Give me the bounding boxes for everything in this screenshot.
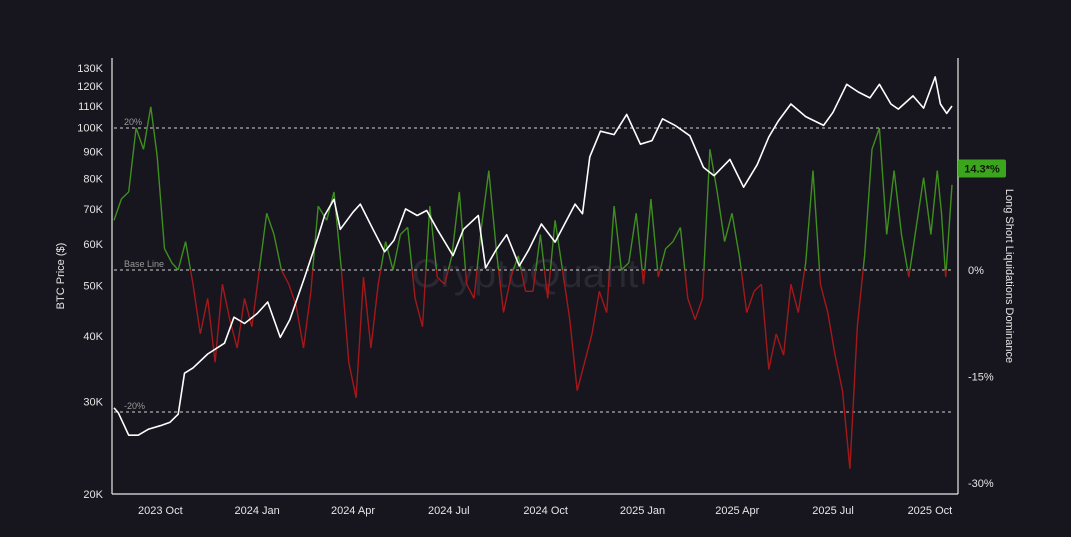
y-tick-label: 110K (78, 101, 104, 113)
x-tick-label: 2024 Apr (331, 505, 375, 517)
x-tick-label: 2025 Jul (812, 505, 854, 517)
reference-line-label: Base Line (124, 259, 164, 269)
y-tick-label: 70K (83, 204, 103, 216)
dominance-positive-line (113, 106, 953, 271)
reference-lines: 20% Base Line -20% (114, 117, 952, 413)
reference-line-label: -20% (124, 401, 145, 411)
btc-price-line (113, 76, 953, 436)
x-tick-label: 2025 Apr (715, 505, 759, 517)
y-tick-label: 40K (83, 331, 103, 343)
x-tick-label: 2023 Oct (138, 505, 183, 517)
x-tick-label: 2025 Oct (908, 505, 953, 517)
current-value-label: 14.3*% (964, 164, 1000, 176)
y-tick-label: 90K (83, 147, 103, 159)
x-tick-label: 2024 Jul (428, 505, 470, 517)
y-tick-label: 120K (77, 81, 103, 93)
x-tick-label: 2024 Oct (523, 505, 568, 517)
y-tick-label: 20K (83, 489, 103, 501)
y-tick-label: 60K (83, 239, 103, 251)
y-tick-label: 80K (83, 173, 103, 185)
x-axis-ticks: 2023 Oct 2024 Jan 2024 Apr 2024 Jul 2024 Oct… (138, 505, 952, 517)
y-tick-label: 130K (77, 63, 103, 75)
y-tick-label: 50K (83, 280, 103, 292)
y2-tick-label: 0% (968, 265, 984, 277)
y-tick-label: 30K (83, 397, 103, 409)
right-axis-ticks: 0% -15% -30% (968, 265, 994, 490)
series-layer (113, 76, 953, 469)
current-value-badge-box (958, 159, 1006, 178)
y2-tick-label: -30% (968, 478, 994, 490)
current-value-badge: 14.3*% (958, 159, 1006, 178)
left-axis-title: BTC Price ($) (55, 243, 67, 310)
right-axis-title: Long Short Liquidations Dominance (1003, 189, 1015, 363)
reference-line-label: 20% (124, 117, 142, 127)
x-tick-label: 2024 Jan (235, 505, 280, 517)
dominance-negative-line (189, 269, 947, 469)
x-tick-label: 2025 Jan (620, 505, 665, 517)
left-axis-ticks: 20K 30K 40K 50K 60K 70K 80K 90K 100K 110K 120K 130K (77, 63, 103, 501)
y2-tick-label: -15% (968, 372, 994, 384)
y-tick-label: 100K (77, 123, 103, 135)
